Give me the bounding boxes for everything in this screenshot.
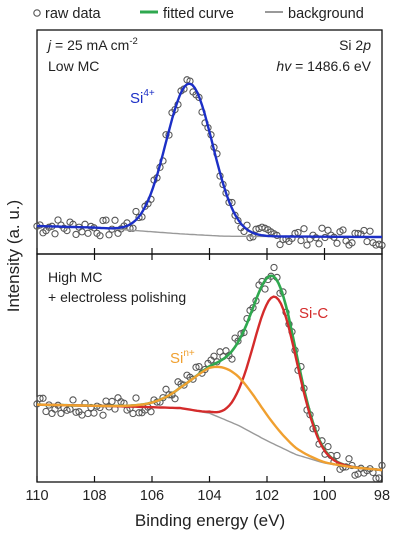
raw-data-point [162, 385, 170, 393]
raw-data-point [333, 239, 341, 247]
raw-data-point [51, 230, 59, 238]
raw-data-point [42, 407, 50, 416]
raw-data-point [102, 216, 110, 224]
x-tick-label: 110 [25, 488, 48, 504]
x-tick-label: 108 [82, 488, 106, 504]
x-tick-label: 98 [374, 488, 390, 504]
legend-bg-label: background [288, 6, 364, 22]
raw-data-point [102, 397, 110, 405]
raw-data-point [129, 224, 137, 232]
raw-data-point [90, 409, 98, 417]
raw-data-point [84, 229, 92, 237]
y-axis-label: Intensity (a. u.) [4, 200, 23, 312]
x-axis-label: Binding energy (eV) [135, 511, 285, 530]
raw-data-point [192, 363, 200, 371]
x-tick-label: 106 [140, 488, 164, 504]
raw-data-point [303, 241, 311, 249]
raw-data-point [57, 409, 65, 418]
raw-data-point [99, 216, 107, 225]
photon-energy-label: hv = 1486.6 eV [276, 58, 371, 74]
raw-data-point [69, 396, 77, 404]
raw-data-point [111, 216, 119, 224]
raw-data-point [333, 451, 341, 460]
top-si4-component-curve [36, 82, 382, 239]
bottom-sample-label-1: High MC [48, 269, 102, 285]
bottom-sin-component-curve [36, 365, 383, 472]
raw-data-point [315, 240, 323, 248]
si4-peak-label: Si4+ [130, 88, 155, 107]
top-sample-label: Low MC [48, 58, 99, 74]
raw-data-point [135, 409, 143, 417]
raw-data-point [297, 236, 305, 245]
raw-data-point [147, 408, 155, 416]
sin-peak-label: Sin+ [170, 348, 195, 367]
raw-data-point [372, 474, 380, 483]
raw-data-point [132, 394, 140, 402]
bottom-background-curve [36, 403, 383, 471]
raw-data-point [195, 362, 203, 371]
raw-data-point [171, 395, 179, 403]
raw-data-point [270, 263, 278, 272]
raw-data-point [129, 409, 137, 418]
raw-data-point [78, 228, 86, 236]
raw-data-point [39, 394, 47, 402]
raw-data-point [324, 442, 332, 451]
legend-raw-marker [33, 9, 41, 17]
raw-data-point [210, 352, 218, 360]
legend: raw data fitted curve background [33, 6, 364, 22]
top-raw-data [33, 76, 386, 249]
raw-data-point [72, 230, 80, 239]
raw-data-point [228, 355, 236, 363]
raw-data-point [114, 229, 122, 237]
raw-data-point [378, 461, 386, 470]
legend-fit-label: fitted curve [163, 6, 234, 22]
raw-data-point [363, 237, 371, 246]
raw-data-point [246, 234, 254, 242]
current-density-label: j = 25 mA cm-2 [46, 36, 138, 53]
raw-data-point [96, 403, 104, 412]
raw-data-point [96, 232, 104, 240]
raw-data-point [84, 409, 92, 418]
raw-data-point [99, 411, 107, 419]
raw-data-point [366, 227, 374, 235]
raw-data-point [108, 397, 116, 406]
x-axis-ticks: 110 108 106 104 102 100 98 [25, 248, 390, 504]
bottom-sample-label-2: + electroless polishing [48, 289, 186, 305]
raw-data-point [72, 408, 80, 416]
legend-raw-label: raw data [45, 6, 102, 22]
raw-data-point [135, 213, 143, 222]
raw-data-point [300, 225, 308, 233]
sic-peak-label: Si-C [299, 305, 328, 322]
core-level-label: Si 2p [339, 37, 371, 53]
x-tick-label: 102 [255, 488, 279, 504]
top-panel-plot [33, 76, 386, 249]
raw-data-point [180, 381, 188, 389]
raw-data-point [345, 455, 353, 463]
x-tick-label: 100 [312, 488, 336, 504]
raw-data-point [318, 224, 326, 232]
bottom-panel-plot [33, 263, 386, 483]
raw-data-point [261, 285, 269, 293]
raw-data-point [339, 226, 347, 234]
raw-data-point [348, 239, 356, 247]
raw-data-point [105, 231, 113, 239]
x-tick-label: 104 [197, 488, 221, 504]
raw-data-point [132, 207, 140, 216]
raw-data-point [36, 394, 44, 403]
